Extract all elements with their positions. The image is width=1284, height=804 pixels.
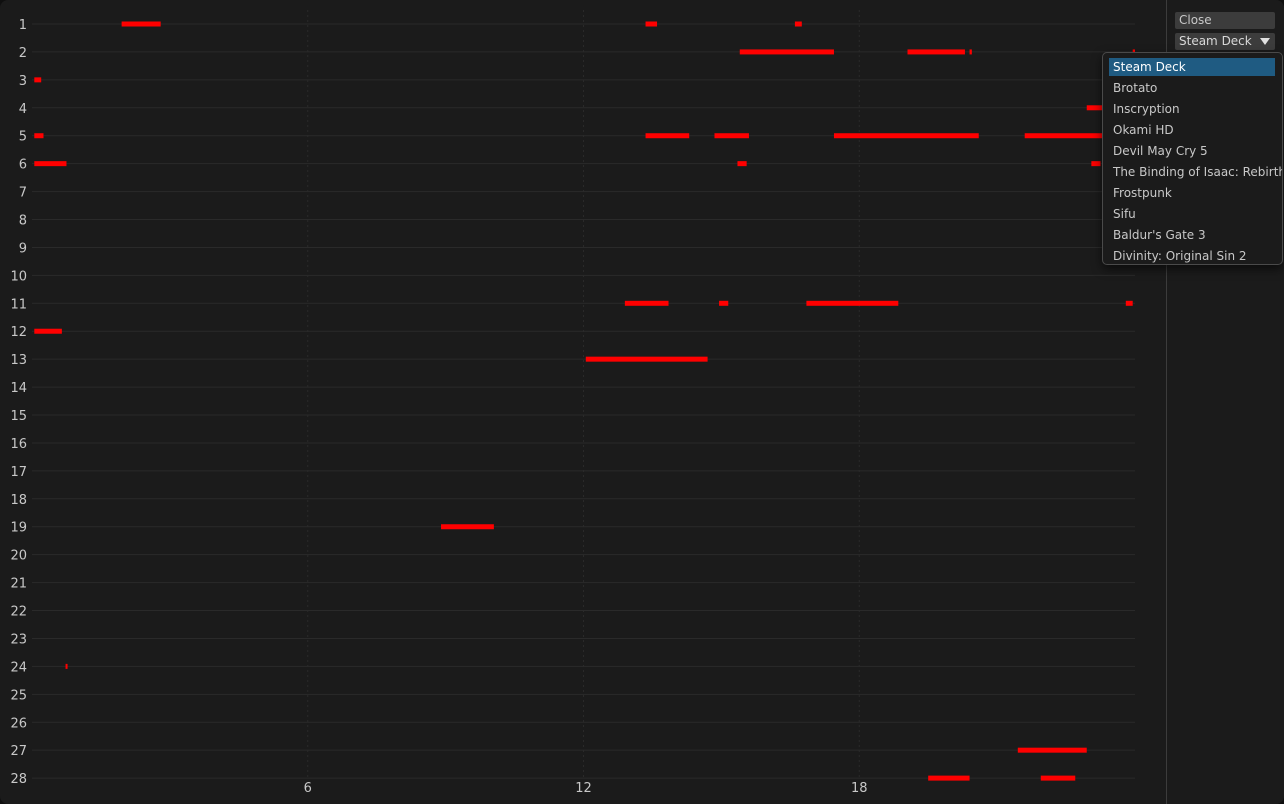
y-tick-label: 17 — [10, 465, 27, 480]
session-bar — [585, 356, 708, 362]
timeline-chart: 1234567891011121314151617181920212223242… — [10, 10, 1135, 796]
y-tick-label: 26 — [10, 716, 27, 731]
game-dropdown-list: Steam Deck Brotato Inscryption Okami HD Devi… — [1102, 52, 1283, 265]
session-bar — [645, 21, 658, 27]
y-tick-label: 18 — [10, 493, 27, 508]
session-bar — [1132, 49, 1135, 55]
dropdown-option[interactable]: Sifu — [1113, 207, 1136, 221]
dropdown-option[interactable]: Divinity: Original Sin 2 — [1113, 249, 1247, 263]
y-tick-label: 25 — [10, 688, 27, 703]
x-tick-label: 18 — [851, 781, 868, 796]
y-tick-label: 21 — [10, 577, 27, 592]
session-bar — [714, 133, 749, 139]
y-tick-label: 14 — [10, 381, 27, 396]
session-bar — [1086, 105, 1113, 111]
y-tick-label: 2 — [19, 46, 27, 61]
session-bar — [719, 300, 729, 306]
session-bar — [737, 161, 747, 167]
dropdown-option[interactable]: Brotato — [1113, 81, 1158, 95]
session-bar — [441, 524, 494, 530]
session-bar — [1091, 161, 1101, 167]
y-tick-label: 22 — [10, 605, 27, 620]
dropdown-option[interactable]: Inscryption — [1113, 102, 1180, 116]
session-bar — [833, 133, 979, 139]
session-bar — [928, 775, 970, 781]
session-bar — [1125, 300, 1133, 306]
y-tick-label: 7 — [19, 186, 27, 201]
game-select-value: Steam Deck — [1179, 34, 1252, 48]
y-tick-label: 24 — [10, 660, 27, 675]
y-tick-label: 1 — [19, 18, 27, 33]
dropdown-option[interactable]: Baldur's Gate 3 — [1113, 228, 1206, 242]
session-bar — [1017, 747, 1087, 753]
session-bar — [794, 21, 802, 27]
y-tick-label: 16 — [10, 437, 27, 452]
game-select[interactable]: Steam Deck — [1175, 33, 1275, 50]
session-bar — [121, 21, 161, 27]
y-tick-label: 23 — [10, 632, 27, 647]
session-bar — [739, 49, 834, 55]
y-tick-label: 13 — [10, 353, 27, 368]
dropdown-option[interactable]: Frostpunk — [1113, 186, 1172, 200]
y-tick-label: 4 — [19, 102, 27, 117]
session-bar — [34, 161, 67, 167]
dropdown-option[interactable]: Steam Deck — [1109, 58, 1275, 76]
session-bar — [645, 133, 690, 139]
session-bar — [34, 77, 42, 83]
x-tick-label: 12 — [575, 781, 592, 796]
x-tick-label: 6 — [304, 781, 312, 796]
session-bar — [806, 300, 899, 306]
y-tick-label: 15 — [10, 409, 27, 424]
y-tick-label: 20 — [10, 549, 27, 564]
session-bar — [969, 49, 972, 55]
session-bar — [907, 49, 965, 55]
y-tick-label: 11 — [10, 297, 27, 312]
y-tick-label: 6 — [19, 158, 27, 173]
y-tick-label: 28 — [10, 772, 27, 787]
session-bar — [65, 663, 68, 669]
y-tick-label: 9 — [19, 241, 27, 256]
y-tick-label: 19 — [10, 521, 27, 536]
dropdown-option[interactable]: Okami HD — [1113, 123, 1174, 137]
session-bar — [1040, 775, 1076, 781]
y-tick-label: 8 — [19, 214, 27, 229]
chevron-down-icon — [1260, 38, 1270, 45]
session-bar — [624, 300, 669, 306]
session-bar — [34, 328, 62, 334]
y-tick-label: 27 — [10, 744, 27, 759]
dropdown-option[interactable]: The Binding of Isaac: Rebirth — [1113, 165, 1283, 179]
session-bar — [34, 133, 44, 139]
y-tick-label: 10 — [10, 269, 27, 284]
y-tick-label: 5 — [19, 130, 27, 145]
y-tick-label: 3 — [19, 74, 27, 89]
y-tick-label: 12 — [10, 325, 27, 340]
dropdown-option[interactable]: Devil May Cry 5 — [1113, 144, 1208, 158]
session-bar — [1024, 133, 1113, 139]
close-button[interactable]: Close — [1175, 12, 1275, 29]
activity-chart: 1 2 3 4 5 6 7 8 9 10 11 12 13 14 15 16 17 18 19 20 21 22 23 24 2… — [10, 10, 1135, 796]
